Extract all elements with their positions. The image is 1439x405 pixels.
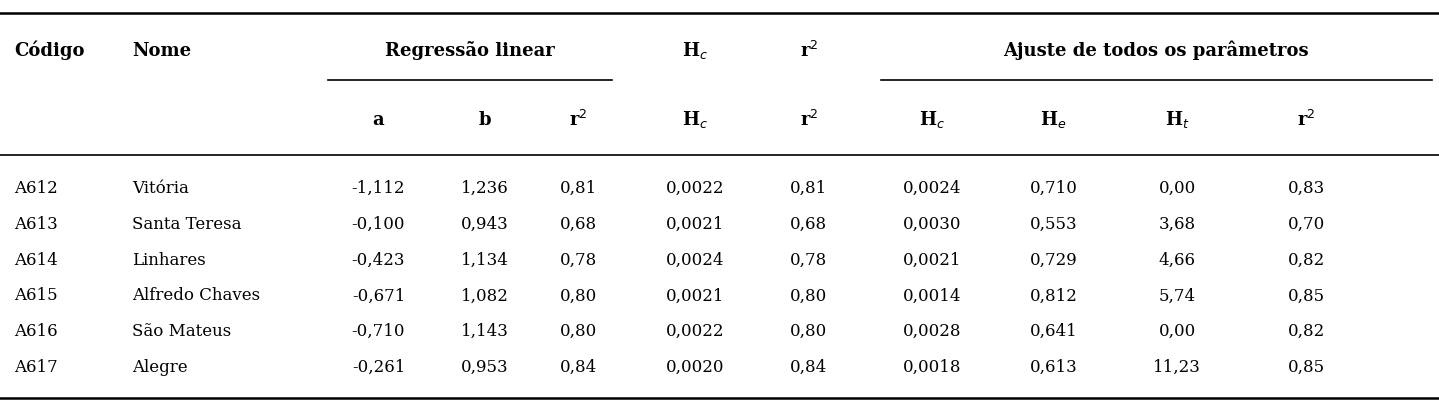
Text: 0,0024: 0,0024 [904,180,961,197]
Text: 0,0021: 0,0021 [666,215,724,232]
Text: r$^2$: r$^2$ [1298,109,1315,130]
Text: r$^2$: r$^2$ [800,109,817,130]
Text: 0,84: 0,84 [790,358,827,375]
Text: 0,78: 0,78 [790,251,827,268]
Text: 0,0022: 0,0022 [666,180,724,197]
Text: -1,112: -1,112 [351,180,406,197]
Text: 0,84: 0,84 [560,358,597,375]
Text: 0,80: 0,80 [560,322,597,339]
Text: 3,68: 3,68 [1158,215,1196,232]
Text: 0,70: 0,70 [1288,215,1325,232]
Text: 0,0020: 0,0020 [666,358,724,375]
Text: 0,00: 0,00 [1158,180,1196,197]
Text: 0,0021: 0,0021 [666,287,724,304]
Text: 0,0030: 0,0030 [904,215,961,232]
Text: H$_c$: H$_c$ [682,109,708,130]
Text: 0,0028: 0,0028 [904,322,961,339]
Text: 0,812: 0,812 [1029,287,1078,304]
Text: A612: A612 [14,180,58,197]
Text: 0,943: 0,943 [460,215,509,232]
Text: 0,0024: 0,0024 [666,251,724,268]
Text: H$_e$: H$_e$ [1040,109,1066,130]
Text: -0,100: -0,100 [351,215,406,232]
Text: Código: Código [14,41,85,60]
Text: 0,729: 0,729 [1029,251,1078,268]
Text: H$_c$: H$_c$ [682,40,708,61]
Text: A613: A613 [14,215,58,232]
Text: Alegre: Alegre [132,358,189,375]
Text: 0,81: 0,81 [790,180,827,197]
Text: b: b [479,111,491,128]
Text: 11,23: 11,23 [1153,358,1202,375]
Text: 0,80: 0,80 [790,287,827,304]
Text: A617: A617 [14,358,58,375]
Text: 1,143: 1,143 [460,322,509,339]
Text: 5,74: 5,74 [1158,287,1196,304]
Text: 4,66: 4,66 [1158,251,1196,268]
Text: 0,80: 0,80 [790,322,827,339]
Text: 0,85: 0,85 [1288,287,1325,304]
Text: 0,82: 0,82 [1288,322,1325,339]
Text: 1,236: 1,236 [460,180,509,197]
Text: Alfredo Chaves: Alfredo Chaves [132,287,260,304]
Text: 0,85: 0,85 [1288,358,1325,375]
Text: H$_t$: H$_t$ [1164,109,1190,130]
Text: 0,82: 0,82 [1288,251,1325,268]
Text: r$^2$: r$^2$ [800,40,817,61]
Text: r$^2$: r$^2$ [570,109,587,130]
Text: -0,423: -0,423 [351,251,406,268]
Text: 0,0022: 0,0022 [666,322,724,339]
Text: 0,710: 0,710 [1029,180,1078,197]
Text: 0,68: 0,68 [790,215,827,232]
Text: Regressão linear: Regressão linear [386,41,554,60]
Text: A615: A615 [14,287,58,304]
Text: Nome: Nome [132,42,191,60]
Text: Vitória: Vitória [132,180,190,197]
Text: 0,0014: 0,0014 [904,287,961,304]
Text: 0,80: 0,80 [560,287,597,304]
Text: 0,0021: 0,0021 [904,251,961,268]
Text: Santa Teresa: Santa Teresa [132,215,242,232]
Text: 1,082: 1,082 [460,287,509,304]
Text: H$_c$: H$_c$ [920,109,945,130]
Text: Linhares: Linhares [132,251,206,268]
Text: -0,671: -0,671 [351,287,406,304]
Text: São Mateus: São Mateus [132,322,232,339]
Text: 0,0018: 0,0018 [904,358,961,375]
Text: 0,81: 0,81 [560,180,597,197]
Text: 0,553: 0,553 [1029,215,1078,232]
Text: 0,953: 0,953 [460,358,509,375]
Text: A616: A616 [14,322,58,339]
Text: -0,261: -0,261 [351,358,406,375]
Text: 0,83: 0,83 [1288,180,1325,197]
Text: 0,613: 0,613 [1029,358,1078,375]
Text: -0,710: -0,710 [351,322,406,339]
Text: 0,78: 0,78 [560,251,597,268]
Text: 1,134: 1,134 [460,251,509,268]
Text: 0,68: 0,68 [560,215,597,232]
Text: 0,641: 0,641 [1029,322,1078,339]
Text: 0,00: 0,00 [1158,322,1196,339]
Text: a: a [373,111,384,128]
Text: A614: A614 [14,251,58,268]
Text: Ajuste de todos os parâmetros: Ajuste de todos os parâmetros [1003,41,1309,60]
